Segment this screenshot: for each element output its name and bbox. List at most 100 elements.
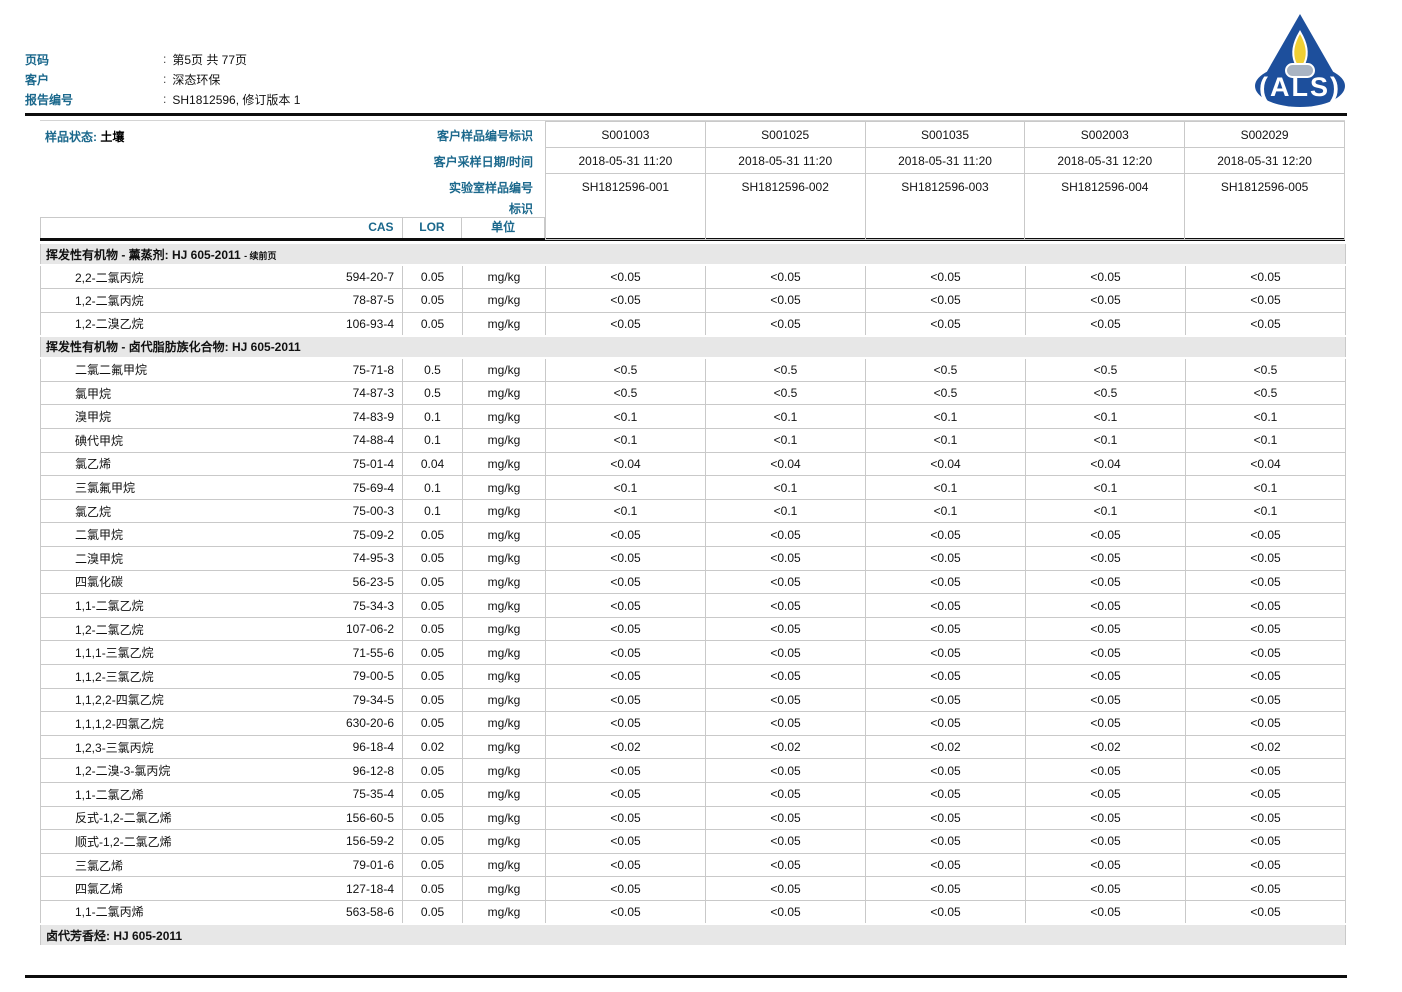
result-cell: <0.1 <box>1184 475 1347 500</box>
compound-name-cell: 1,1-二氯乙烷 <box>40 593 307 618</box>
lor-cell: 0.05 <box>402 852 463 878</box>
result-cell: <0.05 <box>545 311 706 337</box>
compound-row: 溴甲烷 74-83-9 0.1 mg/kg <0.1 <0.1 <0.1 <0.1 <0.1 <box>40 404 1347 430</box>
result-cell: <0.1 <box>1025 428 1186 453</box>
lor-cell: 0.05 <box>402 616 463 642</box>
result-cell: <0.1 <box>1184 428 1347 453</box>
compound-row: 氯乙烯 75-01-4 0.04 mg/kg <0.04 <0.04 <0.04 <0.04 <… <box>40 451 1347 477</box>
result-cell: <0.05 <box>1025 805 1186 831</box>
result-cell: <0.05 <box>705 522 866 548</box>
lab-sample-number-row: SH1812596-001 SH1812596-002 SH1812596-003 S… <box>545 173 1345 240</box>
result-cell: <0.05 <box>865 311 1026 337</box>
section-title: 挥发性有机物 - 卤代脂肪族化合物: HJ 605-2011 <box>39 334 1347 359</box>
result-cell: <0.05 <box>1025 899 1186 925</box>
compound-name-cell: 三氯乙烯 <box>40 852 307 878</box>
cas-number-cell: 156-59-2 <box>306 829 403 854</box>
unit-cell: mg/kg <box>462 357 546 382</box>
unit-cell: mg/kg <box>462 640 546 665</box>
sample-header: 样品状态: 土壤 客户样品编号标识 客户采样日期/时间 实验室样品编号 标识 S… <box>40 120 1345 240</box>
als-logo-icon: (ALS) <box>1255 14 1345 107</box>
result-cell: <0.05 <box>1025 311 1186 337</box>
result-cell: <0.05 <box>1184 616 1347 642</box>
client-sample-id-label: 客户样品编号标识 <box>436 129 533 143</box>
report-number-label: 报告编号 <box>25 92 74 107</box>
result-cell: <0.05 <box>545 522 706 548</box>
result-cell: <0.05 <box>865 593 1026 618</box>
lor-cell: 0.05 <box>402 876 463 901</box>
result-cell: <0.05 <box>545 546 706 571</box>
compound-name-cell: 二氯二氟甲烷 <box>40 357 307 382</box>
result-cell: <0.02 <box>1025 734 1186 760</box>
unit-cell: mg/kg <box>462 593 546 618</box>
cas-number-cell: 75-71-8 <box>306 357 403 382</box>
header-divider-rule <box>40 238 1345 241</box>
lor-cell: 0.05 <box>402 711 463 736</box>
lor-cell: 0.02 <box>402 734 463 760</box>
result-cell: <0.05 <box>1025 264 1186 290</box>
lor-cell: 0.05 <box>402 546 463 571</box>
compound-name-cell: 三氯氟甲烷 <box>40 475 307 500</box>
cas-number-cell: 74-88-4 <box>306 428 403 453</box>
result-cell: <0.05 <box>1184 711 1347 736</box>
result-cell: <0.05 <box>705 687 866 713</box>
result-cell: <0.05 <box>865 781 1026 807</box>
result-cell: <0.05 <box>545 758 706 783</box>
compound-row: 1,2,3-三氯丙烷 96-18-4 0.02 mg/kg <0.02 <0.02 <0.0… <box>40 734 1347 760</box>
compound-row: 二氯甲烷 75-09-2 0.05 mg/kg <0.05 <0.05 <0.05 <0.05… <box>40 522 1347 548</box>
cas-number-cell: 75-35-4 <box>306 781 403 807</box>
compound-name-cell: 1,1-二氯乙烯 <box>40 781 307 807</box>
lor-cell: 0.1 <box>402 498 463 524</box>
cas-number-cell: 563-58-6 <box>306 899 403 925</box>
lor-cell: 0.1 <box>402 428 463 453</box>
sample-header-left: 样品状态: 土壤 客户样品编号标识 客户采样日期/时间 实验室样品编号 标识 <box>40 121 545 239</box>
result-cell: <0.05 <box>545 899 706 925</box>
lor-column-header: LOR <box>401 218 462 238</box>
compound-name-cell: 1,1,1-三氯乙烷 <box>40 640 307 665</box>
result-cell: <0.05 <box>1184 546 1347 571</box>
section-header-row: 挥发性有机物 - 薰蒸剂: HJ 605-2011 - 续前页 <box>39 242 1347 266</box>
result-cell: <0.05 <box>1184 687 1347 713</box>
customer-value: 深态环保 <box>172 72 221 87</box>
cas-number-cell: 75-09-2 <box>306 522 403 548</box>
cas-number-cell: 75-01-4 <box>306 451 403 477</box>
result-cell: <0.1 <box>1025 475 1186 500</box>
cas-number-cell: 78-87-5 <box>306 288 403 313</box>
result-cell: <0.05 <box>545 711 706 736</box>
sampling-datetime: 2018-05-31 11:20 <box>545 147 706 174</box>
result-cell: <0.05 <box>705 899 866 925</box>
compound-row: 1,1,1,2-四氯乙烷 630-20-6 0.05 mg/kg <0.05 <0.05 <… <box>40 711 1347 736</box>
unit-cell: mg/kg <box>462 498 546 524</box>
cas-number-cell: 74-87-3 <box>306 380 403 406</box>
lor-cell: 0.05 <box>402 593 463 618</box>
cas-number-cell: 106-93-4 <box>306 311 403 337</box>
result-cell: <0.05 <box>1025 522 1186 548</box>
section-title: 卤代芳香烃: HJ 605-2011 <box>39 923 1347 948</box>
result-cell: <0.05 <box>1184 311 1347 337</box>
result-cell: <0.05 <box>705 781 866 807</box>
result-cell: <0.05 <box>1025 569 1186 595</box>
result-cell: <0.5 <box>545 380 706 406</box>
logo-candle-base <box>1285 63 1315 78</box>
logo-text: (ALS) <box>1259 72 1341 102</box>
client-sample-id: S002003 <box>1024 121 1186 148</box>
result-cell: <0.1 <box>865 498 1026 524</box>
result-cell: <0.5 <box>865 357 1026 382</box>
compound-row: 三氯氟甲烷 75-69-4 0.1 mg/kg <0.1 <0.1 <0.1 <0.1 <0.1 <box>40 475 1347 500</box>
result-cell: <0.05 <box>1184 876 1347 901</box>
compound-row: 2,2-二氯丙烷 594-20-7 0.05 mg/kg <0.05 <0.05 <0.05… <box>40 264 1347 290</box>
compound-name-cell: 1,1,2-三氯乙烷 <box>40 664 307 689</box>
compound-name-cell: 1,2-二氯丙烷 <box>40 288 307 313</box>
result-cell: <0.1 <box>865 475 1026 500</box>
compound-name-cell: 反式-1,2-二氯乙烯 <box>40 805 307 831</box>
section-header-row: 挥发性有机物 - 卤代脂肪族化合物: HJ 605-2011 <box>39 334 1347 359</box>
section-title: 挥发性有机物 - 薰蒸剂: HJ 605-2011 - 续前页 <box>39 242 1347 266</box>
result-cell: <0.05 <box>1025 640 1186 665</box>
result-cell: <0.05 <box>705 569 866 595</box>
lor-cell: 0.05 <box>402 758 463 783</box>
lor-cell: 0.05 <box>402 311 463 337</box>
compound-row: 二溴甲烷 74-95-3 0.05 mg/kg <0.05 <0.05 <0.05 <0.05… <box>40 546 1347 571</box>
result-cell: <0.05 <box>1025 876 1186 901</box>
result-cell: <0.5 <box>1184 357 1347 382</box>
result-cell: <0.05 <box>1025 852 1186 878</box>
result-cell: <0.1 <box>705 404 866 430</box>
